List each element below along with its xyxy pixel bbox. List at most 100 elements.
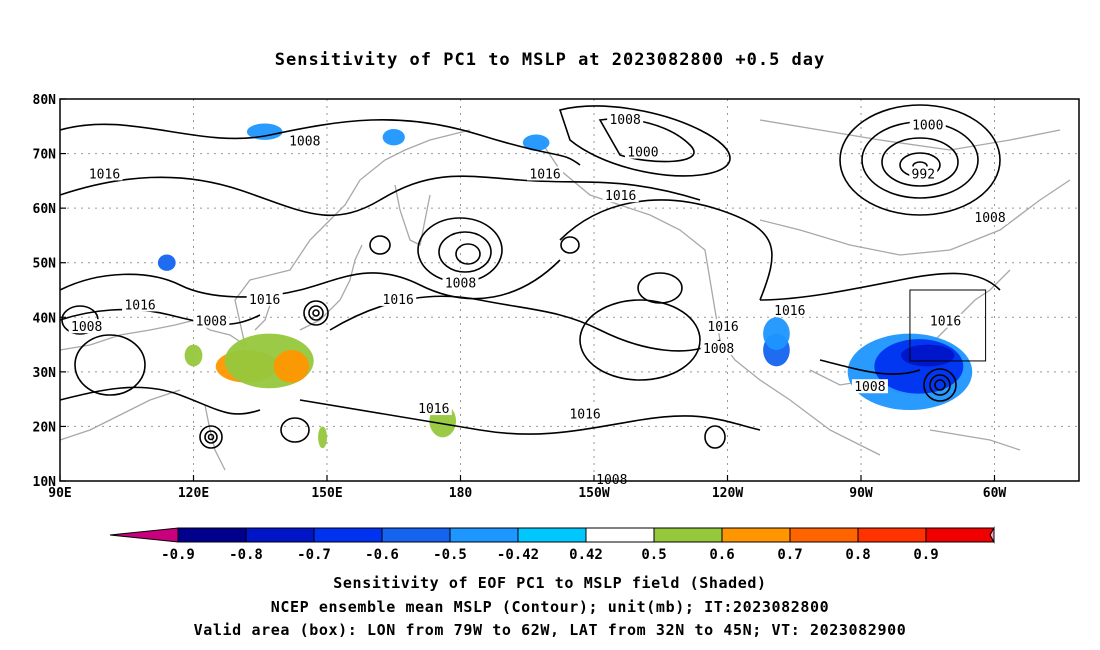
contour-line bbox=[929, 374, 951, 396]
valid-area-box bbox=[909, 289, 987, 362]
contour-label-bg bbox=[593, 472, 630, 486]
contour-line bbox=[559, 199, 773, 301]
contour-label: 1016 bbox=[529, 167, 560, 182]
sensitivity-patch bbox=[184, 344, 203, 367]
colorbar-label: 0.6 bbox=[709, 547, 734, 563]
contour-label: 1008 bbox=[609, 113, 640, 128]
contour-line bbox=[934, 379, 946, 391]
contour-line bbox=[369, 235, 391, 255]
lon-tick-label: 120E bbox=[178, 486, 209, 501]
contour-label-bg bbox=[771, 302, 808, 317]
contour-line bbox=[438, 231, 492, 273]
coastline-canada bbox=[759, 179, 1071, 256]
contour-label: 1008 bbox=[71, 320, 102, 335]
sensitivity-patch bbox=[901, 344, 955, 367]
colorbar-swatch bbox=[517, 527, 587, 543]
contour-line bbox=[207, 433, 215, 441]
coastline-kamchatka bbox=[394, 184, 431, 246]
colorbar-swatch bbox=[789, 527, 859, 543]
contour-label: 1008 bbox=[289, 135, 320, 150]
sensitivity-patch bbox=[522, 134, 550, 151]
contour-label: 992 bbox=[912, 167, 935, 182]
map-frame bbox=[59, 98, 1080, 482]
contour-label-bg bbox=[972, 210, 1009, 225]
colorbar-label: 0.42 bbox=[569, 547, 603, 563]
footer-line-2: NCEP ensemble mean MSLP (Contour); unit(… bbox=[270, 598, 830, 616]
contour-label-bg bbox=[909, 166, 938, 181]
sensitivity-patch bbox=[246, 123, 283, 140]
lat-tick-label: 40N bbox=[33, 311, 57, 326]
contour-label-bg bbox=[442, 275, 479, 290]
lat-tick-label: 30N bbox=[33, 366, 57, 381]
contour-label: 1008 bbox=[854, 380, 885, 395]
contour-line bbox=[280, 417, 310, 443]
contour-line bbox=[312, 309, 320, 317]
lon-tick-label: 150W bbox=[578, 486, 609, 501]
contour-label-bg bbox=[380, 291, 417, 306]
contour-line bbox=[819, 359, 921, 375]
contour-label: 1008 bbox=[703, 342, 734, 357]
contour-line bbox=[59, 308, 261, 326]
contour-line bbox=[923, 368, 957, 402]
contour-label: 1008 bbox=[445, 277, 476, 292]
sensitivity-patch bbox=[157, 254, 176, 271]
footer-line-1: Sensitivity of EOF PC1 to MSLP field (Sh… bbox=[333, 574, 767, 592]
contour-line bbox=[308, 305, 324, 321]
lon-tick-label: 90W bbox=[849, 486, 873, 501]
coastline-east-asia bbox=[59, 129, 471, 351]
contour-label: 1016 bbox=[249, 293, 280, 308]
contour-line bbox=[881, 137, 959, 187]
colorbar-label: -0.7 bbox=[297, 547, 331, 563]
lat-tick-label: 20N bbox=[33, 420, 57, 435]
colorbar-swatch bbox=[857, 527, 927, 543]
contour-label-bg bbox=[527, 166, 564, 181]
contour-line bbox=[560, 236, 580, 254]
colorbar-label: 0.8 bbox=[845, 547, 870, 563]
contour-label-bg bbox=[927, 313, 964, 328]
contour-label-bg bbox=[851, 379, 888, 394]
contour-line bbox=[199, 425, 223, 449]
lat-tick-label: 70N bbox=[33, 148, 57, 163]
contour-label-bg bbox=[607, 111, 644, 126]
contour-label-bg bbox=[705, 319, 742, 334]
lat-tick-label: 60N bbox=[33, 202, 57, 217]
contour-label-bg bbox=[909, 117, 946, 132]
colorbar-swatch bbox=[381, 527, 451, 543]
contour-label-bg bbox=[86, 166, 123, 181]
colorbar: -0.9 -0.8 -0.7 -0.6 -0.5 -0.42 0.42 0.5 0.6 0.7 0.… bbox=[109, 526, 995, 563]
colorbar-high-triangle bbox=[989, 526, 995, 544]
contour-labels: 1008 1016 1016 1008 1008 1016 1016 1008 1016 1008… bbox=[68, 111, 1009, 488]
lon-tick-label: 60W bbox=[983, 486, 1007, 501]
contour-label-bg bbox=[415, 401, 452, 416]
contour-line bbox=[839, 104, 1001, 216]
colorbar-swatch bbox=[177, 527, 247, 543]
contour-label: 1016 bbox=[89, 167, 120, 182]
lon-tick-label: 180 bbox=[449, 486, 473, 501]
colorbar-swatch bbox=[449, 527, 519, 543]
contour-line bbox=[579, 299, 701, 381]
lat-tick-label: 10N bbox=[33, 475, 57, 490]
contour-line bbox=[759, 272, 1001, 301]
contour-label: 1016 bbox=[707, 320, 738, 335]
coastline-caribbean bbox=[929, 429, 1021, 451]
contour-label: 1008 bbox=[196, 315, 227, 330]
lon-tick-label: 120W bbox=[712, 486, 743, 501]
sensitivity-patch bbox=[318, 426, 327, 449]
colorbar-label: -0.6 bbox=[365, 547, 399, 563]
colorbar-label: -0.9 bbox=[161, 547, 195, 563]
contour-label: 1000 bbox=[912, 118, 943, 133]
contour-label-bg bbox=[68, 319, 105, 334]
contour-line bbox=[303, 300, 329, 326]
coastline-arctic bbox=[759, 119, 1061, 151]
chart-title: Sensitivity of PC1 to MSLP at 2023082800… bbox=[274, 50, 826, 70]
contour-label-bg bbox=[246, 291, 283, 306]
contour-line bbox=[704, 425, 726, 449]
colorbar-label: 0.7 bbox=[777, 547, 802, 563]
colorbar-swatch bbox=[653, 527, 723, 543]
colorbar-label: -0.5 bbox=[433, 547, 467, 563]
coastline-indochina bbox=[59, 389, 181, 441]
contour-label: 1016 bbox=[605, 189, 636, 204]
contour-label-bg bbox=[700, 341, 737, 356]
sensitivity-patch bbox=[273, 350, 310, 383]
